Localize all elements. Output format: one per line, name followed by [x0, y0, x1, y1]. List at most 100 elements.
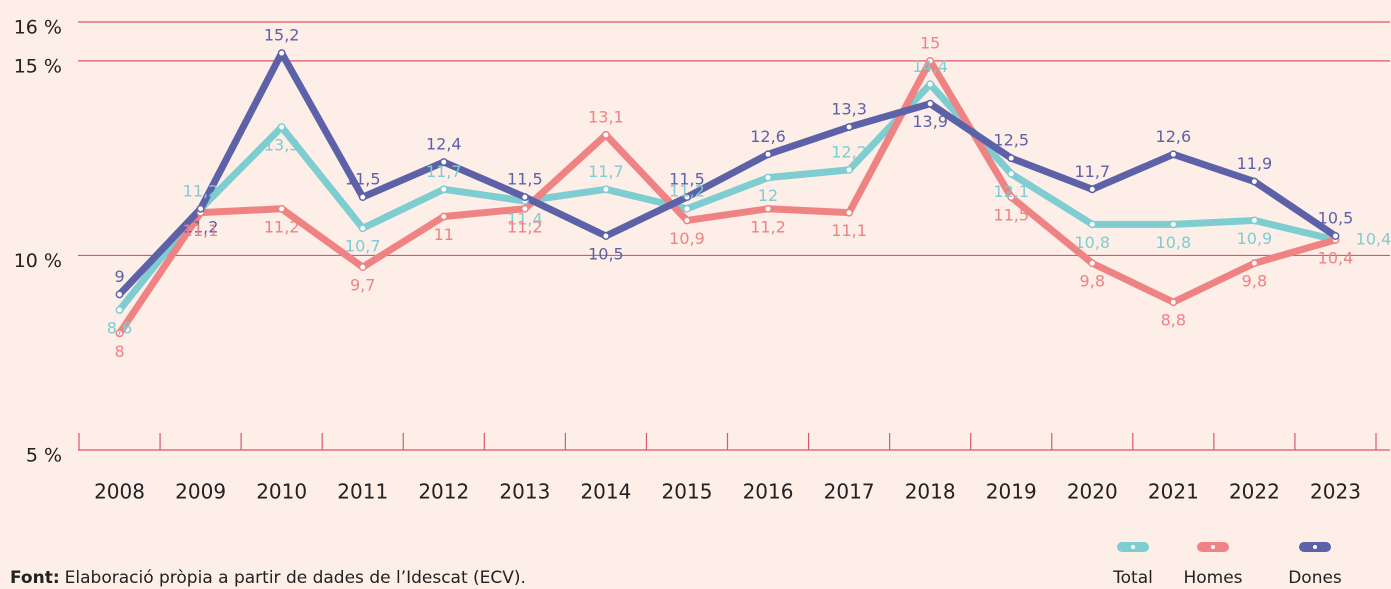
value-label: 11,7 — [588, 162, 624, 181]
point — [358, 193, 367, 202]
point — [277, 49, 286, 58]
point — [845, 123, 854, 132]
legend-dot — [1211, 545, 1215, 549]
x-tick-label: 2019 — [986, 480, 1037, 504]
value-label: 10,7 — [345, 237, 381, 256]
value-label: 10,5 — [588, 245, 624, 264]
point — [683, 193, 691, 202]
y-tick-label: 16 % — [14, 17, 62, 39]
value-label: 11,2 — [507, 217, 543, 236]
point — [358, 224, 367, 233]
x-tick-label: 2015 — [662, 480, 713, 504]
value-label: 9,7 — [350, 276, 375, 295]
point — [1250, 177, 1259, 186]
x-tick-label: 2021 — [1148, 480, 1199, 504]
point — [1169, 150, 1178, 159]
value-label: 11,2 — [264, 217, 300, 236]
value-label: 10,9 — [1237, 229, 1273, 248]
point — [601, 185, 610, 194]
value-label: 11,2 — [183, 217, 219, 236]
value-label: 12,6 — [750, 127, 786, 146]
value-label: 11,1 — [183, 221, 219, 240]
point — [1169, 220, 1178, 229]
x-tick-label: 2023 — [1310, 480, 1361, 504]
point — [1331, 232, 1340, 240]
value-label: 11,2 — [183, 181, 219, 200]
point — [520, 193, 529, 202]
value-label: 8,6 — [107, 318, 132, 337]
value-label: 10,8 — [1156, 233, 1192, 252]
value-label: 11,9 — [1237, 154, 1273, 173]
x-tick-label: 2022 — [1229, 480, 1280, 504]
value-label: 13,1 — [588, 107, 624, 126]
value-label: 11,5 — [507, 170, 543, 189]
value-label: 10,9 — [669, 229, 705, 248]
value-label: 10,4 — [1318, 248, 1354, 267]
point — [926, 99, 935, 108]
value-label: 11 — [434, 225, 454, 244]
x-tick-label: 2018 — [905, 480, 956, 504]
value-label: 10,5 — [1318, 209, 1354, 228]
legend-dot — [1131, 545, 1135, 549]
y-tick-label: 10 % — [14, 250, 62, 272]
point — [1007, 169, 1016, 178]
point — [115, 290, 124, 299]
source-text: Elaboració pròpia a partir de dades de l… — [65, 568, 526, 588]
value-label: 11,5 — [345, 170, 381, 189]
legend-label: Dones — [1288, 568, 1342, 588]
series-line — [116, 80, 1339, 314]
value-label: 9,8 — [1080, 272, 1105, 291]
point — [926, 56, 935, 65]
value-label: 10,4 — [1356, 229, 1391, 248]
y-tick-label: 5 % — [26, 445, 62, 467]
value-label: 9,8 — [1242, 272, 1267, 291]
point — [683, 204, 691, 213]
value-label: 13,3 — [831, 100, 867, 119]
value-label: 11,2 — [750, 217, 786, 236]
point — [926, 80, 935, 89]
point — [277, 204, 286, 213]
value-label: 12,4 — [426, 135, 462, 154]
point — [1250, 216, 1259, 225]
legend-dot — [1313, 545, 1317, 549]
x-tick-label: 2016 — [743, 480, 794, 504]
series-line — [116, 49, 1339, 298]
value-label: 12,5 — [993, 131, 1029, 150]
point — [439, 185, 448, 194]
value-label: 15 — [920, 33, 940, 52]
x-tick-label: 2012 — [418, 480, 469, 504]
x-tick-label: 2020 — [1067, 480, 1118, 504]
value-label: 11,7 — [1074, 162, 1110, 181]
point — [601, 232, 610, 240]
point — [196, 204, 205, 213]
value-label: 11,4 — [507, 209, 543, 228]
x-tick-label: 2014 — [580, 480, 631, 504]
point — [1088, 185, 1097, 194]
value-label: 11,5 — [993, 206, 1029, 225]
value-label: 8,8 — [1161, 311, 1186, 330]
point — [1250, 259, 1259, 268]
point — [277, 123, 286, 132]
value-label: 10,8 — [1074, 233, 1110, 252]
series-line — [116, 57, 1339, 337]
x-tick-label: 2013 — [499, 480, 550, 504]
point — [1169, 298, 1178, 307]
x-tick-label: 2009 — [175, 480, 226, 504]
point — [1007, 154, 1016, 163]
point — [764, 173, 772, 182]
x-tick-label: 2010 — [256, 480, 307, 504]
value-label: 13,9 — [912, 112, 948, 131]
point — [1088, 220, 1097, 229]
value-label: 12,6 — [1156, 127, 1192, 146]
point — [764, 204, 772, 213]
point — [683, 216, 691, 225]
x-tick-label: 2017 — [824, 480, 875, 504]
point — [520, 204, 529, 213]
value-label: 12 — [758, 186, 778, 205]
point — [601, 130, 610, 139]
source-label: Font: — [10, 568, 60, 588]
source: Font: Elaboració pròpia a partir de dades… — [10, 568, 526, 588]
point — [1007, 193, 1016, 202]
